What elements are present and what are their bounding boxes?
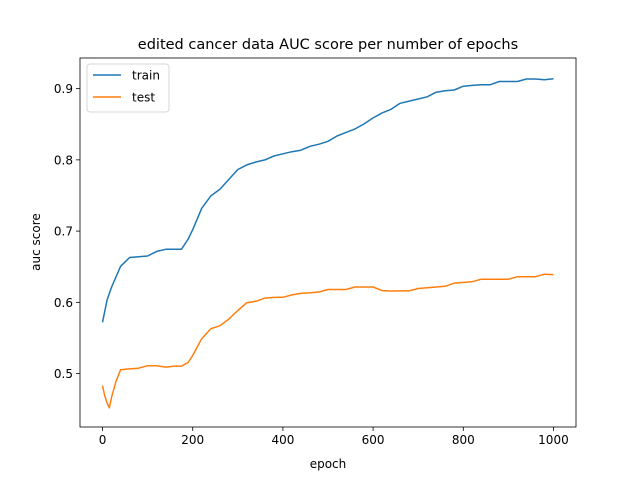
- legend-train-label: train: [132, 69, 160, 83]
- series-line-test: [101, 273, 554, 409]
- x-tick-label: 400: [271, 433, 294, 447]
- y-axis-ticks: 0.5 0.6 0.7 0.8 0.9: [54, 82, 80, 381]
- y-axis-label: auc score: [29, 213, 43, 271]
- chart-title: edited cancer data AUC score per number …: [138, 37, 518, 53]
- y-tick-label: 0.9: [54, 82, 73, 96]
- x-tick-label: 800: [452, 433, 475, 447]
- x-tick-label: 600: [362, 433, 385, 447]
- legend: train test: [86, 63, 170, 113]
- y-tick-label: 0.6: [54, 296, 73, 310]
- legend-box: [86, 63, 170, 113]
- x-axis-ticks: 0 200 400 600 800 1000: [99, 427, 569, 447]
- series-line-train: [101, 77, 554, 323]
- plot-lines: [101, 77, 554, 409]
- y-tick-label: 0.5: [54, 367, 73, 381]
- axes-frame: [79, 57, 577, 428]
- x-tick-label: 0: [99, 433, 107, 447]
- legend-test-label: test: [132, 91, 155, 105]
- y-tick-label: 0.7: [54, 225, 73, 239]
- x-tick-label: 1000: [538, 433, 569, 447]
- y-tick-label: 0.8: [54, 153, 73, 167]
- x-axis-label: epoch: [310, 457, 347, 471]
- x-tick-label: 200: [181, 433, 204, 447]
